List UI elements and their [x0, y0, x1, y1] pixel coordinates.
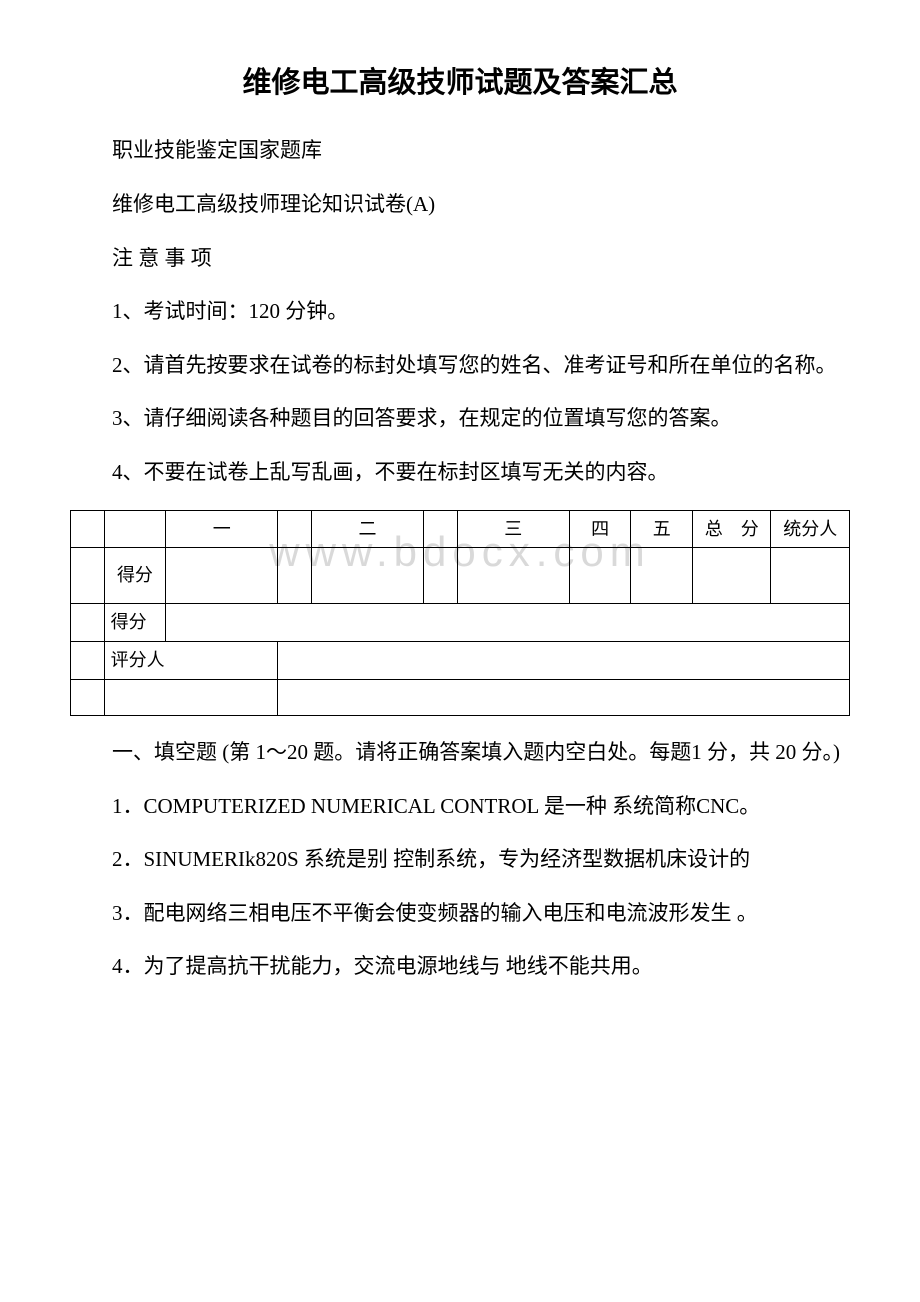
score-label-2: 得分 [104, 604, 166, 642]
table-score-row: 得分 [71, 548, 850, 604]
notice-2: 2、请首先按要求在试卷的标封处填写您的姓名、准考证号和所在单位的名称。 [70, 349, 850, 383]
question-3: 3．配电网络三相电压不平衡会使变频器的输入电压和电流波形发生 。 [70, 897, 850, 931]
table-cell [166, 548, 278, 604]
page-title: 维修电工高级技师试题及答案汇总 [70, 60, 850, 106]
table-cell [166, 604, 850, 642]
notice-header: 注 意 事 项 [70, 242, 850, 276]
table-scorer-row: 评分人 [71, 642, 850, 680]
question-1: 1．COMPUTERIZED NUMERICAL CONTROL 是一种 系统简… [70, 790, 850, 824]
score-table: 一 二 三 四 五 总 分 统分人 得分 得分 [70, 510, 850, 716]
table-cell [457, 548, 569, 604]
question-2: 2．SINUMERIk820S 系统是别 控制系统，专为经济型数据机床设计的 [70, 843, 850, 877]
notice-1: 1、考试时间：120 分钟。 [70, 295, 850, 329]
table-cell [71, 679, 105, 715]
table-cell [424, 510, 458, 548]
table-cell [693, 548, 771, 604]
notice-4: 4、不要在试卷上乱写乱画，不要在标封区填写无关的内容。 [70, 456, 850, 490]
table-cell [71, 510, 105, 548]
table-empty-row [71, 679, 850, 715]
table-cell [631, 548, 693, 604]
table-cell [569, 548, 631, 604]
table-header-2: 二 [311, 510, 423, 548]
table-cell [104, 510, 166, 548]
table-cell [278, 679, 850, 715]
table-header-3: 三 [457, 510, 569, 548]
table-score-row-2: 得分 [71, 604, 850, 642]
table-header-row: 一 二 三 四 五 总 分 统分人 [71, 510, 850, 548]
table-header-scorer: 统分人 [771, 510, 850, 548]
table-cell [278, 642, 850, 680]
table-cell [771, 548, 850, 604]
table-header-5: 五 [631, 510, 693, 548]
table-header-total: 总 分 [693, 510, 771, 548]
section-1-header: 一、填空题 (第 1～20 题。请将正确答案填入题内空白处。每题1 分，共 20… [70, 736, 850, 770]
score-label: 得分 [104, 548, 166, 604]
table-cell [311, 548, 423, 604]
table-header-1: 一 [166, 510, 278, 548]
subtitle-2: 维修电工高级技师理论知识试卷(A) [70, 188, 850, 222]
notice-3: 3、请仔细阅读各种题目的回答要求，在规定的位置填写您的答案。 [70, 402, 850, 436]
table-cell [278, 548, 312, 604]
table-cell [104, 679, 278, 715]
table-cell [71, 548, 105, 604]
question-4: 4．为了提高抗干扰能力，交流电源地线与 地线不能共用。 [70, 950, 850, 984]
subtitle-1: 职业技能鉴定国家题库 [70, 134, 850, 168]
table-cell [424, 548, 458, 604]
table-cell [71, 642, 105, 680]
table-cell [71, 604, 105, 642]
score-table-container: www.bdocx.com 一 二 三 四 五 总 分 统分人 得分 [70, 510, 850, 716]
scorer-label: 评分人 [104, 642, 278, 680]
table-cell [278, 510, 312, 548]
table-header-4: 四 [569, 510, 631, 548]
